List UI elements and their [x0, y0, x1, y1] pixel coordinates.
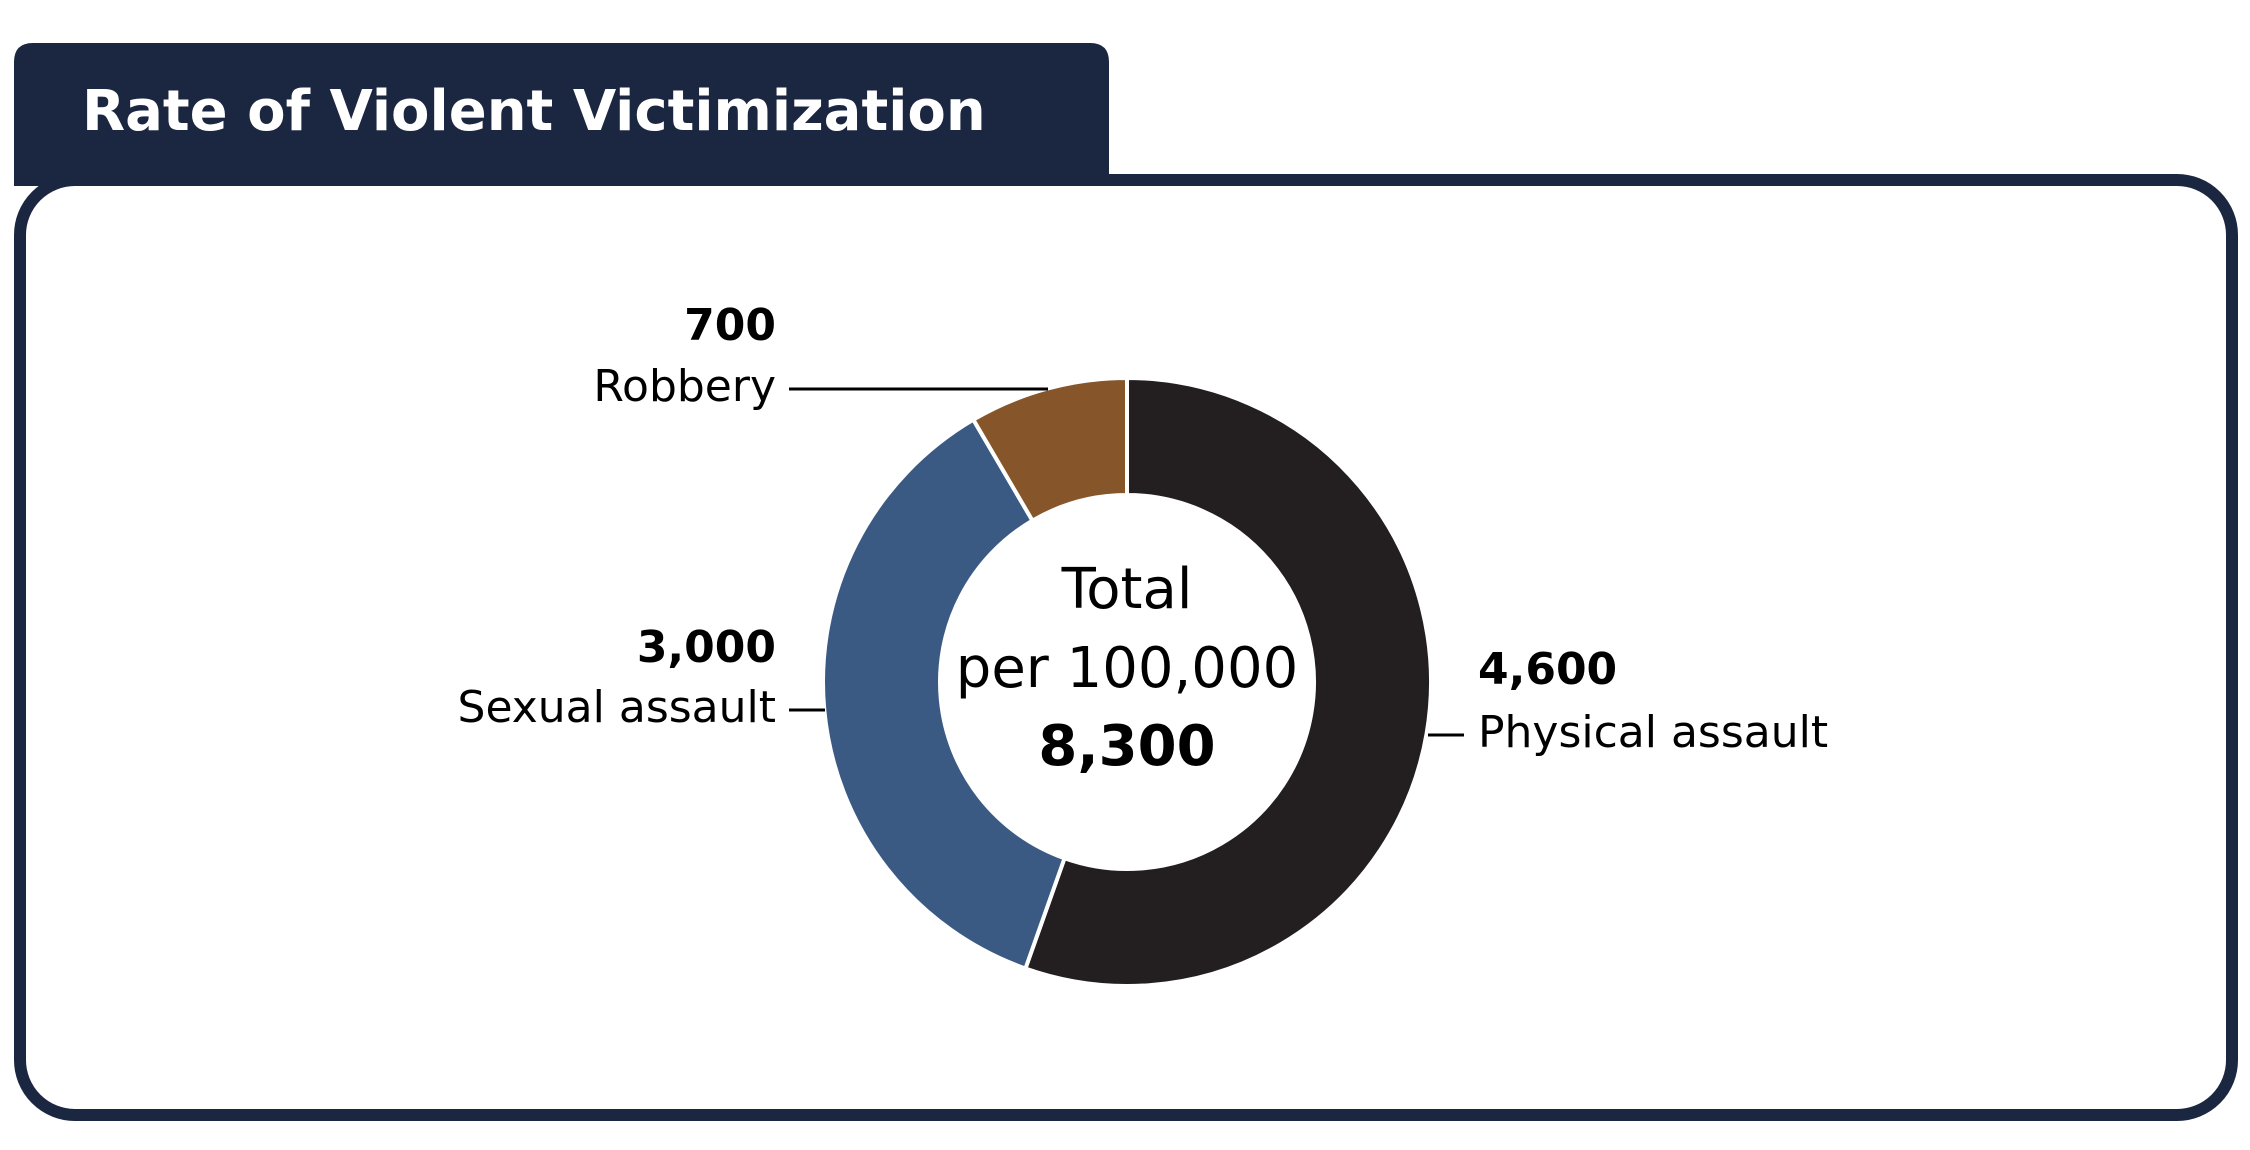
category-label: Sexual assault — [458, 682, 776, 733]
panel-border — [14, 174, 2238, 1121]
center-text: per 100,000 — [956, 636, 1298, 701]
value-label: 700 — [684, 300, 776, 351]
value-label: 3,000 — [637, 622, 776, 673]
center-text: Total — [1061, 557, 1193, 622]
title-tab — [14, 43, 1109, 186]
value-label: 4,600 — [1478, 644, 1617, 695]
donut-slice — [820, 416, 1068, 972]
chart-title: Rate of Violent Victimization — [82, 79, 986, 144]
category-label: Physical assault — [1478, 707, 1828, 758]
category-label: Robbery — [593, 361, 776, 412]
center-total: 8,300 — [1038, 714, 1215, 779]
donut-slice — [970, 375, 1129, 524]
donut-slice — [1022, 375, 1433, 988]
